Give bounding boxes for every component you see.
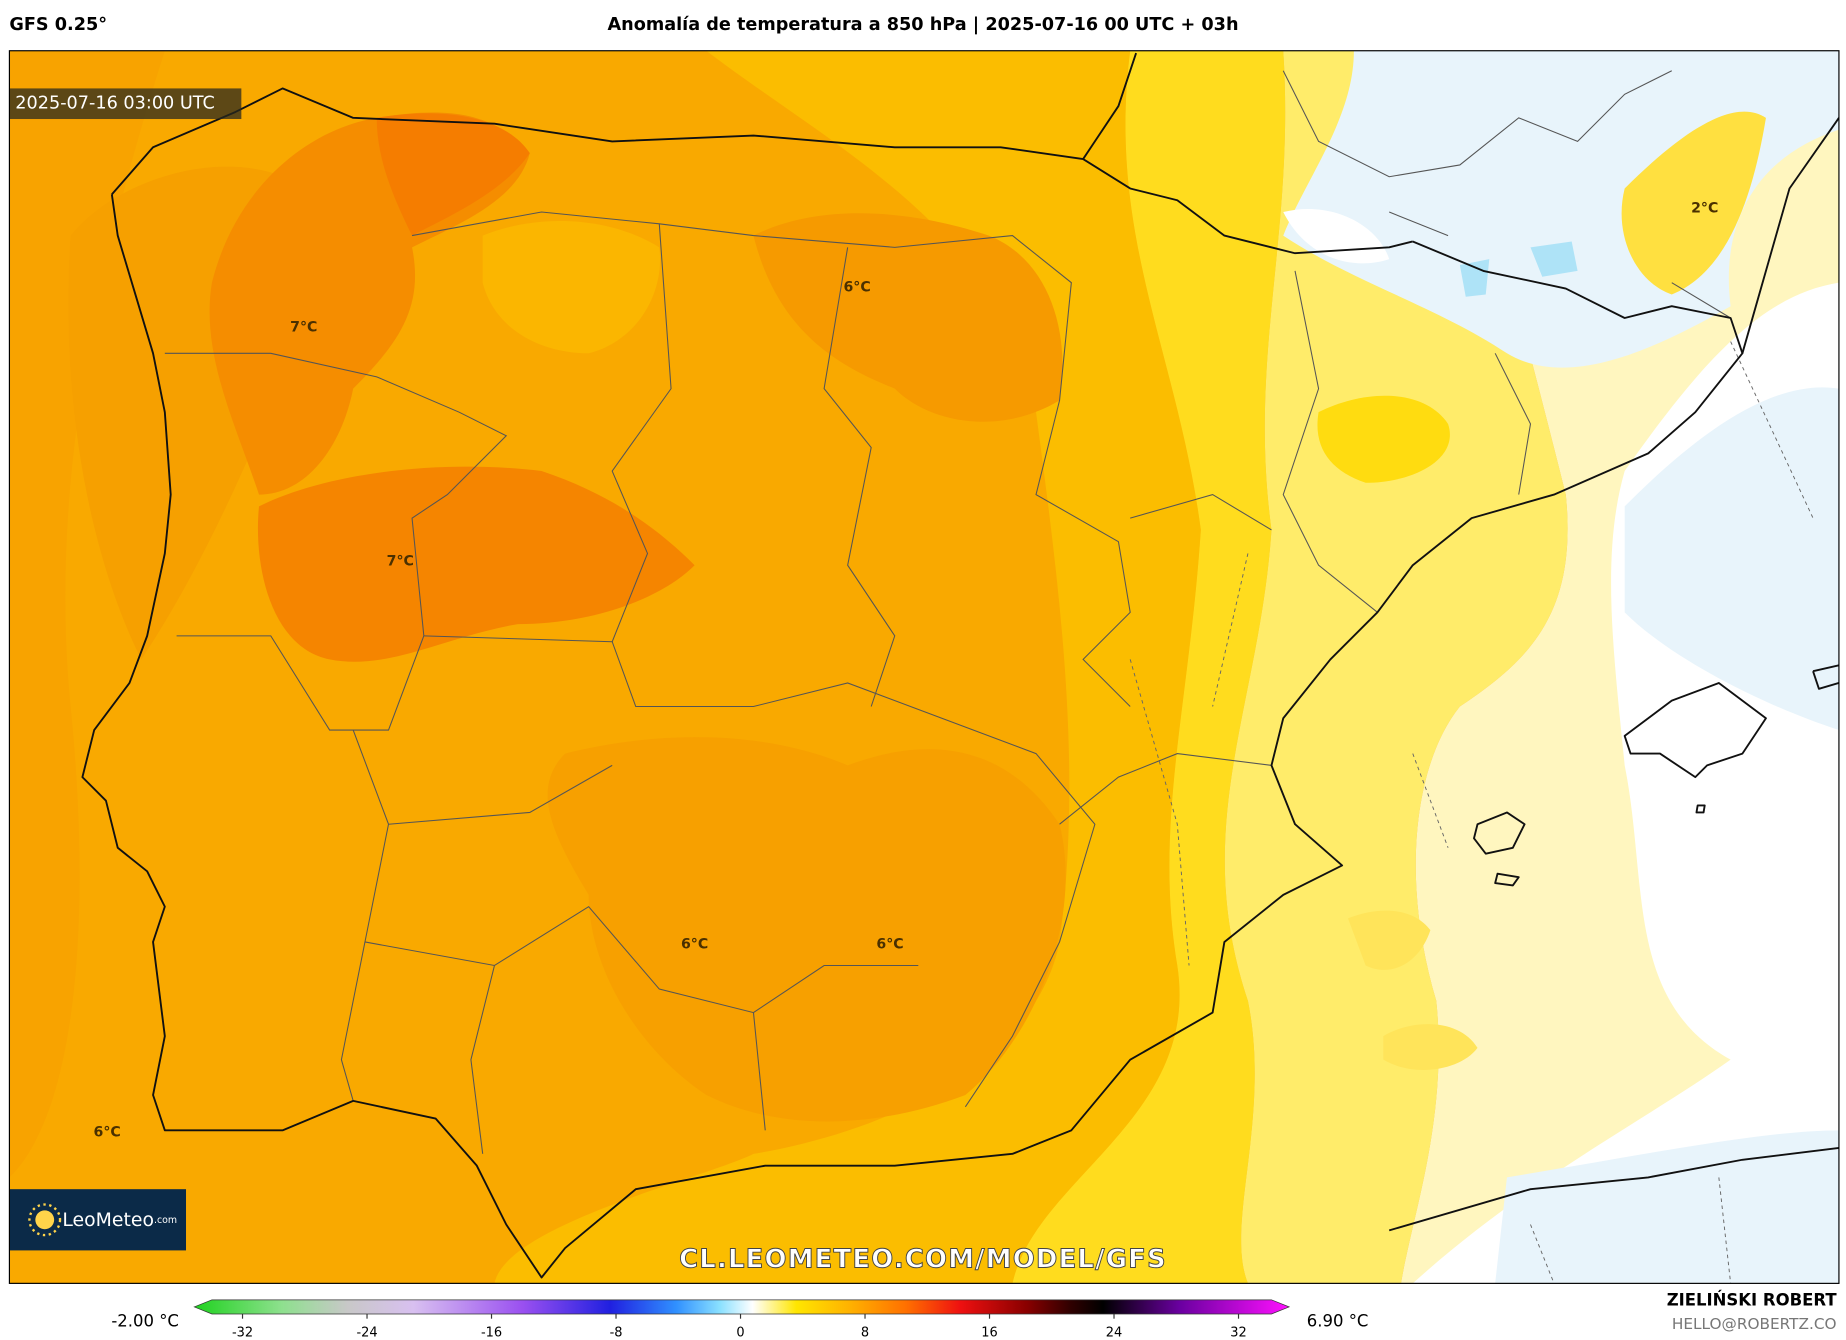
colorbar-tick-label: -32 — [232, 1325, 253, 1340]
field-yellow-spots — [1348, 910, 1478, 1070]
email: HELLO@ROBERTZ.CO — [1672, 1315, 1837, 1333]
model-name: GFS 0.25° — [9, 15, 107, 35]
logo-sun — [35, 1210, 55, 1230]
timestamp-box — [9, 88, 242, 120]
field-orange-center-w — [257, 466, 695, 662]
logo: LeoMeteo.com — [62, 1209, 177, 1230]
field-orange-ne — [753, 213, 1063, 422]
author: ZIELIŃSKI ROBERT — [1667, 1291, 1838, 1310]
field-blue-east — [1624, 387, 1839, 731]
contour-label: 7°C — [290, 319, 317, 335]
contour-label: 6°C — [843, 279, 870, 295]
map-title: Anomalía de temperatura a 850 hPa | 2025… — [608, 15, 1239, 35]
timestamp: 2025-07-16 03:00 UTC — [15, 94, 215, 114]
contour-label: 7°C — [387, 554, 414, 570]
colorbar-tick-label: -16 — [481, 1325, 502, 1340]
colorbar-tick-label: 8 — [861, 1325, 869, 1340]
field-orange-se — [547, 737, 1066, 1122]
map-frame — [8, 50, 1840, 1284]
field-yellow — [1012, 50, 1286, 1284]
province-borders — [164, 70, 1814, 1284]
contour-label: 6°C — [94, 1125, 121, 1141]
colorbar: -2.00 °C 6.90 °C -32 -24 -16 -8 0 8 16 24 32 — [111, 1299, 1369, 1340]
field-yellow-patch — [1317, 395, 1450, 483]
colorbar-tick-label: 16 — [981, 1325, 997, 1340]
colorbar-tick-label: -24 — [356, 1325, 377, 1340]
field-cyan — [1459, 241, 1578, 297]
colorbar-bar — [193, 1299, 1291, 1315]
colorbar-tick-label: 24 — [1106, 1325, 1122, 1340]
watermark: CL.LEOMETEO.COM/MODEL/GFS — [679, 1244, 1167, 1274]
colorbar-tick-label: 32 — [1230, 1325, 1246, 1340]
field-lighter — [482, 221, 661, 354]
logo-name: LeoMeteo — [62, 1209, 154, 1230]
contour-label: 6°C — [876, 936, 903, 952]
map: 2025-07-16 03:00 UTC CL.LEOMETEO.COM/MOD… — [9, 50, 1839, 1284]
field-dark-orange-1 — [376, 113, 530, 236]
coastlines — [81, 52, 1839, 1279]
colorbar-max: 6.90 °C — [1307, 1312, 1369, 1331]
field-light-yellow — [1224, 50, 1568, 1284]
contour-label: 2°C — [1691, 200, 1718, 216]
colorbar-tick-label: 0 — [736, 1325, 744, 1340]
contour-label: 6°C — [681, 936, 708, 952]
contour-labels: 7°C 7°C 6°C 6°C 6°C 6°C 2°C — [94, 200, 1719, 1140]
field-yellow-ne — [1621, 111, 1766, 295]
logo-rays — [28, 1203, 62, 1237]
field-west — [9, 50, 165, 1178]
field-blue-south — [1495, 1130, 1839, 1284]
logo-suffix: .com — [154, 1214, 177, 1225]
colorbar-min: -2.00 °C — [111, 1312, 179, 1331]
colorbar-tick-label: -8 — [610, 1325, 623, 1340]
